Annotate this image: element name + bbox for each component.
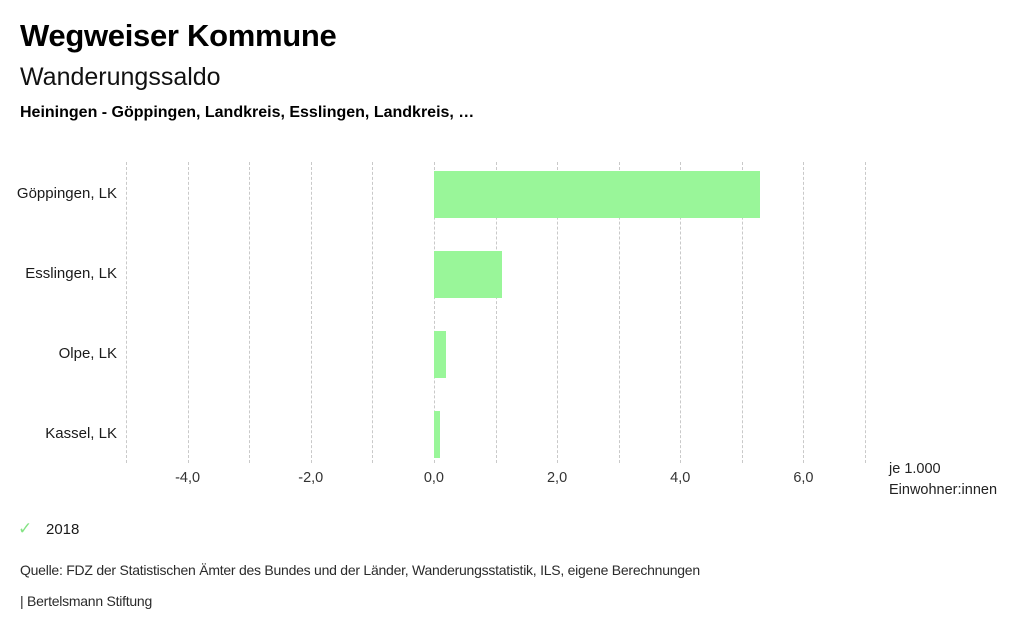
x-tick-label: -2,0 [298, 470, 324, 486]
legend-year-label: 2018 [46, 520, 80, 538]
gridline [433, 162, 435, 463]
x-tick-label: 6,0 [793, 470, 814, 486]
source-note: Quelle: FDZ der Statistischen Ämter des … [20, 562, 700, 578]
category-label: Kassel, LK [45, 425, 117, 442]
gridline [126, 162, 127, 463]
legend-item-2018[interactable]: ✓ 2018 [18, 520, 79, 538]
region-selection-heading: Heiningen - Göppingen, Landkreis, Esslin… [20, 104, 475, 121]
gridline [865, 162, 866, 463]
bar-esslingen-lk [433, 250, 502, 298]
gridline [249, 162, 251, 463]
chart-title: Wanderungssaldo [20, 63, 221, 91]
x-tick-label: 2,0 [546, 470, 568, 486]
page-title: Wegweiser Kommune [20, 18, 337, 53]
x-tick-label: -4,0 [175, 470, 201, 486]
gridline [372, 162, 374, 463]
axis-unit-label-line1: je 1.000 [889, 461, 941, 477]
category-label: Göppingen, LK [16, 185, 117, 202]
x-tick-label: 4,0 [670, 470, 691, 486]
gridline [803, 162, 805, 463]
axis-unit-label-line2: Einwohner:innen [889, 482, 998, 498]
category-label: Esslingen, LK [25, 265, 117, 282]
gridline [741, 162, 743, 463]
bar-göppingen-lk [433, 170, 761, 218]
x-tick-label: 0,0 [423, 470, 444, 486]
check-icon: ✓ [18, 519, 33, 538]
attribution-note: | Bertelsmann Stiftung [20, 593, 152, 609]
gridline [310, 162, 312, 463]
gridline [187, 162, 189, 463]
gridline [557, 162, 559, 463]
category-label: Olpe, LK [58, 345, 117, 362]
gridline [618, 162, 620, 463]
gridline [680, 162, 682, 463]
gridline [495, 162, 497, 463]
bar-olpe-lk [433, 330, 447, 378]
bar-kassel-lk [433, 410, 441, 458]
